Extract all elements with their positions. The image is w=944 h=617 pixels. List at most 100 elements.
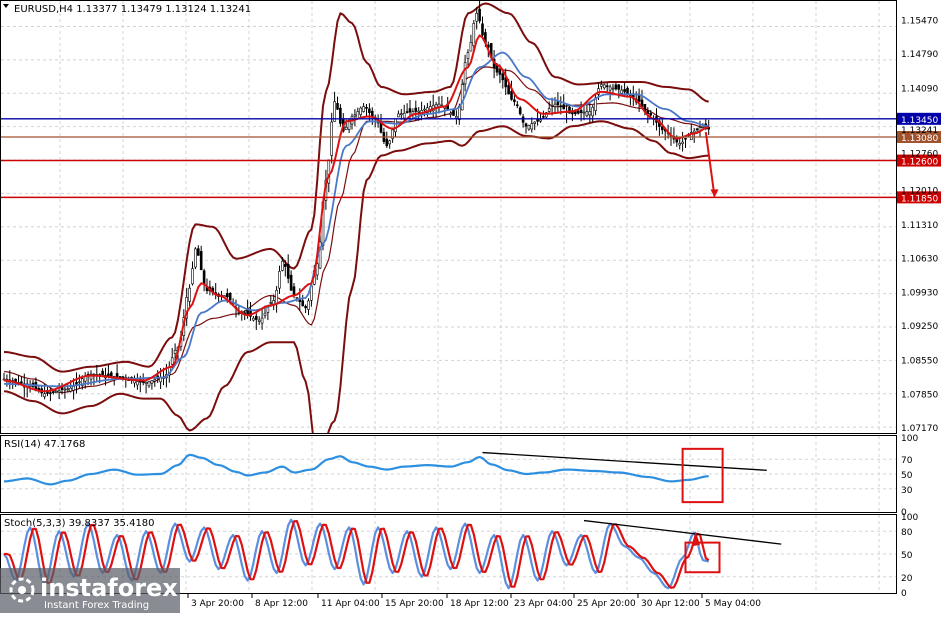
candle-body [286,264,290,279]
candle-body [495,64,499,73]
candle-body [539,119,542,122]
candle-body [368,108,371,113]
candle-body [678,143,682,146]
candle-body [399,113,403,116]
candle-body [2,378,6,381]
arrow-down-icon [710,189,719,198]
candle-body [362,106,365,112]
time-tick-label: 11 Apr 04:00 [321,599,380,609]
candle-body [281,260,284,271]
candle-body [194,248,197,268]
candle-body [191,268,194,285]
stoch-trendline [583,519,782,545]
candle-body [307,300,310,310]
stoch-tick-label: 50 [901,551,913,561]
forecast-arrow [704,131,719,198]
candle-body [275,289,278,305]
level-label-box [897,112,941,125]
candle-body [359,107,363,115]
candle-body [260,317,264,324]
stoch-highlight-box [684,541,721,574]
level-label-box [897,130,941,143]
candle-body [553,103,557,107]
candle-body [43,393,46,398]
price-tick-label: 1.09930 [901,289,938,299]
price-tick-label: 1.12010 [901,187,938,197]
rsi-tick-label: 0 [901,508,907,518]
price-pane[interactable] [0,0,897,434]
candle-body [278,271,281,289]
stoch-axis: 100 80 50 20 0 [901,513,918,599]
candle-body [72,386,75,391]
candle-body [289,274,293,291]
candle-body [20,381,23,384]
stoch-arrow-up-icon [691,531,700,547]
candle-body [318,241,322,269]
price-tick-label: 1.12760 [901,150,938,160]
candle-body [481,23,484,36]
candle-body [379,123,383,133]
candle-body [472,23,476,46]
time-tick-label: 25 Apr 20:00 [577,599,636,609]
candle-body [269,302,273,304]
price-tick-label: 1.10630 [901,254,938,264]
candle-body [414,107,418,112]
candle-body [336,103,339,110]
candle-body [356,111,360,119]
candle-body [101,370,104,376]
candle-body [63,388,67,391]
candle-body [153,379,157,382]
price-tick-label: 1.14090 [901,84,938,94]
watermark-brand: instaforex [40,574,178,602]
candle-body [591,106,595,117]
rsi-axis: 100 70 50 30 0 [901,434,918,518]
stoch-tick-label: 0 [901,589,907,599]
time-tick-label: 8 Apr 12:00 [255,599,308,609]
candle-body [556,101,560,106]
level-label: 1.13080 [901,134,938,144]
candle-body [199,251,203,271]
price-tick-label: 1.14790 [901,50,938,60]
time-tick-label: 3 Apr 20:00 [191,599,244,609]
price-tick-label: 1.08550 [901,356,938,366]
candle-body [466,52,470,59]
price-tick-label: 1.13241 [901,126,938,136]
candle-body [617,84,621,90]
rsi-tick-label: 30 [901,486,913,496]
dropdown-triangle-icon[interactable] [3,4,9,8]
candle-body [170,357,174,365]
candle-body [304,305,307,309]
candle-body [515,104,519,107]
candle-body [136,381,139,386]
candle-body [394,118,397,133]
price-tick-label: 1.07170 [901,424,938,434]
candle-body [252,317,255,321]
candle-body [266,307,270,313]
rsi-header: RSI(14) 47.1768 [4,439,85,450]
level-label: 1.13450 [901,116,938,126]
rsi-trendline [482,451,767,471]
candle-body [527,125,531,130]
candle-body [263,312,267,316]
candle-body [391,129,394,139]
candle-body [150,380,154,384]
candle-body [585,111,589,116]
instaforex-logo-icon [9,577,35,603]
candle-body [518,107,522,115]
candle-body [333,101,336,122]
candle-body [695,128,699,131]
watermark-tagline: Instant Forex Trading [44,600,149,611]
stoch-tick-label: 20 [901,574,913,584]
candle-body [533,121,537,124]
time-tick-label: 5 May 04:00 [705,599,761,609]
level-label-box [897,154,941,167]
level-label: 1.12600 [901,158,938,168]
candle-body [542,116,545,118]
candle-body [521,116,525,123]
candle-body [510,91,513,100]
candle-body [255,315,258,320]
level-label: 1.11850 [901,194,938,204]
candle-body [524,123,528,127]
